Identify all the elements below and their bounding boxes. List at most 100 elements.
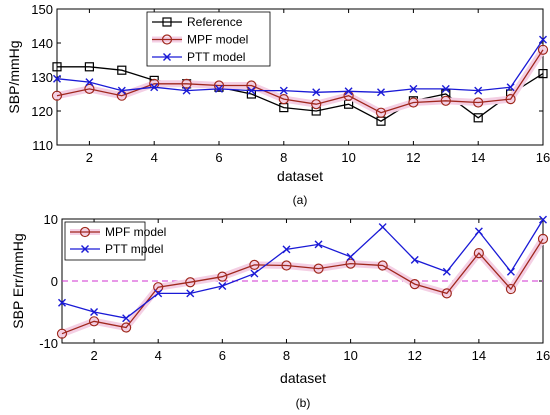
point-ptt-model-a-5-stroke-2 [182,86,191,95]
point-mpf-model-a-5 [181,78,192,89]
point-ptt-model-a-14-stroke-2 [474,86,483,95]
point-ptt-mpdel-b-16-stroke-2 [539,215,547,224]
y-axis-label-a: SBP/mmHg [6,40,22,113]
point-ptt-mpdel-b-14 [474,227,483,236]
point-ptt-model-a-8 [279,86,288,95]
point-ptt-mpdel-b-9 [314,240,323,249]
y-tick-label-a-2: 130 [31,70,53,85]
x-tick-label-b-14: 14 [472,348,486,363]
caption-b: (b) [296,396,311,410]
point-ptt-mpdel-b-7-stroke-2 [250,269,259,278]
point-mpf-model-a-13 [440,95,451,106]
point-ptt-model-a-6 [215,84,223,93]
y-tick-label-b-0: -10 [39,336,58,351]
point-ptt-model-a-14 [474,86,483,95]
point-ptt-mpdel-b-11-stroke-2 [378,223,387,232]
x-tick-label-b-10: 10 [343,348,357,363]
point-mpf-model-a-16 [537,44,549,55]
x-tick-label-a-8: 8 [280,150,287,165]
point-ptt-model-a-7-stroke-2 [247,86,256,95]
legend-label-mpf-model-a: MPF model [187,33,248,47]
point-ptt-mpdel-b-5-stroke-2 [186,289,195,298]
point-mpf-model-b-3 [121,322,132,333]
point-ptt-mpdel-b-3 [122,314,131,323]
legend-label-mpf-model-b: MPF model [105,225,166,239]
y-tick-label-b-1: 0 [51,274,58,289]
point-mpf-model-b-7 [249,259,260,270]
point-ptt-model-a-11-stroke-2 [377,88,385,97]
point-ptt-mpdel-b-4-stroke-2 [154,289,163,298]
point-ptt-model-a-15-stroke-2 [506,83,515,92]
point-ptt-model-a-10-stroke-2 [344,87,353,96]
point-ptt-model-a-8-stroke-2 [279,86,288,95]
point-ptt-mpdel-b-15 [506,267,515,276]
point-ptt-model-a-13 [441,84,450,93]
plot-frame-a [56,8,544,146]
point-mpf-model-b-6 [217,271,228,282]
legend-b: MPF model PTT mpdel [64,221,166,261]
legend-marker-ptt-model-a [163,53,171,61]
point-ptt-model-a-12-stroke-2 [409,84,418,93]
point-ptt-model-a-2 [85,78,94,87]
x-tick-label-a-2: 2 [86,150,93,165]
point-ptt-mpdel-b-1 [58,298,66,307]
series-line-ptt-mpdel-b [61,219,544,319]
point-ptt-model-a-4 [150,83,159,92]
point-mpf-model-b-11 [377,260,388,271]
point-mpf-model-a-14 [473,97,484,108]
x-tick-label-a-6: 6 [215,150,222,165]
point-mpf-model-b-12 [409,279,420,290]
x-axis-label-b: dataset [280,370,326,386]
point-ptt-model-a-7 [247,86,256,95]
point-mpf-model-b-13 [441,288,452,299]
point-ptt-model-a-16-stroke-2 [539,35,547,44]
point-reference-a-1 [52,62,62,72]
point-ptt-mpdel-b-1-stroke-2 [58,298,66,307]
point-mpf-model-b-15 [505,283,517,295]
point-ptt-model-a-11 [377,88,385,97]
y-tick-label-a-4: 150 [31,2,53,17]
x-tick-label-a-12: 12 [406,150,420,165]
x-tick-label-a-14: 14 [471,150,485,165]
series-line-reference-a [57,66,544,122]
series-layer-a [51,35,549,126]
point-mpf-model-a-9 [311,99,322,110]
point-reference-a-2 [84,62,95,72]
x-tick-label-b-8: 8 [283,348,290,363]
point-ptt-mpdel-b-10 [346,252,355,261]
point-reference-a-3 [117,65,127,75]
legend-marker-reference-a [162,17,172,27]
point-mpf-model-b-10 [345,258,356,269]
point-ptt-mpdel-b-8-stroke-2 [282,245,291,254]
axis-ticks-b: 2 4 6 8 10 12 14 16 -10 0 10 [39,212,550,363]
series-layer-b [56,215,549,339]
point-ptt-model-a-3 [117,86,126,95]
point-ptt-mpdel-b-16 [539,215,547,224]
point-mpf-model-a-8 [278,93,289,105]
point-ptt-mpdel-b-6-stroke-2 [218,281,227,290]
series-line-ptt-model-a [56,39,544,93]
point-ptt-mpdel-b-4 [154,289,163,298]
point-mpf-model-a-15 [505,93,516,105]
point-reference-a-16 [538,68,548,79]
point-ptt-model-a-3-stroke-2 [117,86,126,95]
point-ptt-model-a-5 [182,86,191,95]
y-tick-label-a-3: 140 [31,36,53,51]
point-mpf-model-b-16 [537,233,549,244]
point-mpf-model-b-8 [281,260,292,271]
point-ptt-model-a-1 [53,74,61,83]
x-tick-label-b-4: 4 [155,348,162,363]
x-tick-label-a-10: 10 [341,150,355,165]
x-tick-label-b-12: 12 [407,348,421,363]
point-ptt-model-a-1-stroke-2 [53,74,61,83]
point-ptt-model-a-9 [312,88,321,97]
point-mpf-model-a-1 [51,90,63,101]
point-ptt-model-a-16 [539,35,547,44]
legend-box-b [64,221,146,261]
point-ptt-model-a-4-stroke-2 [150,83,159,92]
x-axis-label-a: dataset [277,168,323,184]
axis-ticks-a: 2 4 6 8 10 12 14 16 110 120 130 140 150 [31,2,550,165]
legend-marker-mpf-model-b [79,226,91,238]
point-ptt-mpdel-b-9-stroke-2 [314,240,323,249]
point-ptt-model-a-10 [344,87,353,96]
